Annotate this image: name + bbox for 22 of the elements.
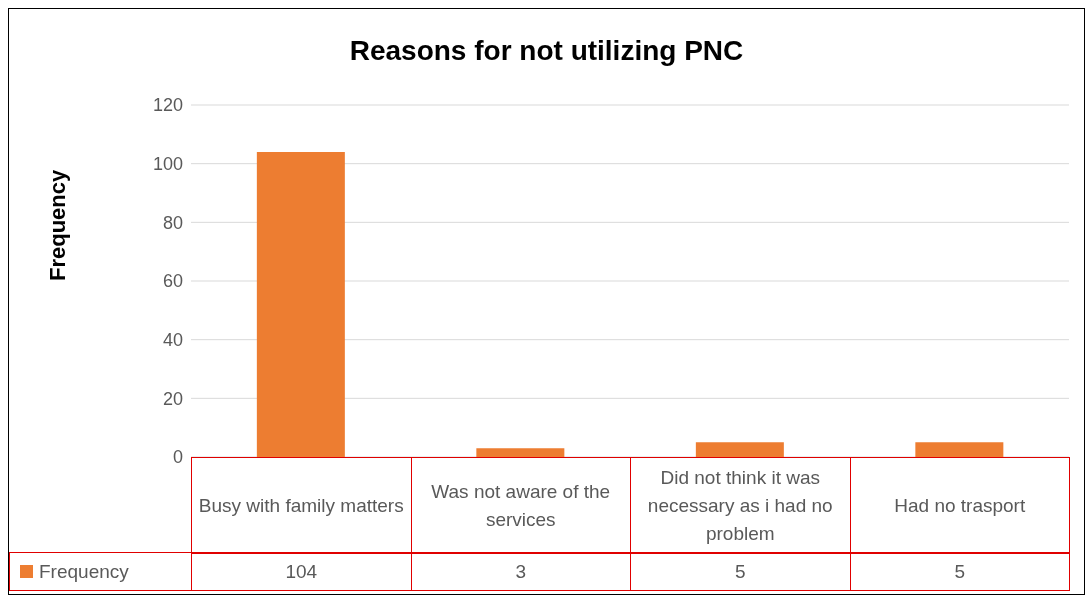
y-axis-title: Frequency	[44, 168, 70, 281]
bar	[695, 442, 784, 457]
bar	[915, 442, 1004, 457]
data-label: 104	[191, 552, 411, 591]
data-label: 3	[411, 552, 631, 591]
y-tick-label: 0	[172, 447, 183, 468]
x-tick-label: Busy with family matters	[191, 457, 411, 554]
chart-title: Reasons for not utilizing PNC	[348, 35, 745, 67]
y-tick-label: 60	[162, 271, 183, 292]
y-tick-label: 80	[162, 212, 183, 233]
y-tick-label: 20	[162, 388, 183, 409]
bar	[256, 151, 345, 457]
x-tick-label: Was not aware of the services	[411, 457, 631, 554]
legend-label: Frequency	[38, 560, 129, 582]
y-tick-label: 40	[162, 330, 183, 351]
data-label: 5	[630, 552, 850, 591]
y-tick-label: 100	[152, 154, 183, 175]
x-tick-label: Did not think it was necessary as i had no problem	[630, 457, 850, 554]
y-tick-label: 120	[152, 95, 183, 116]
x-tick-label: Had no trasport	[850, 457, 1070, 554]
bar	[476, 448, 565, 457]
data-label: 5	[850, 552, 1070, 591]
